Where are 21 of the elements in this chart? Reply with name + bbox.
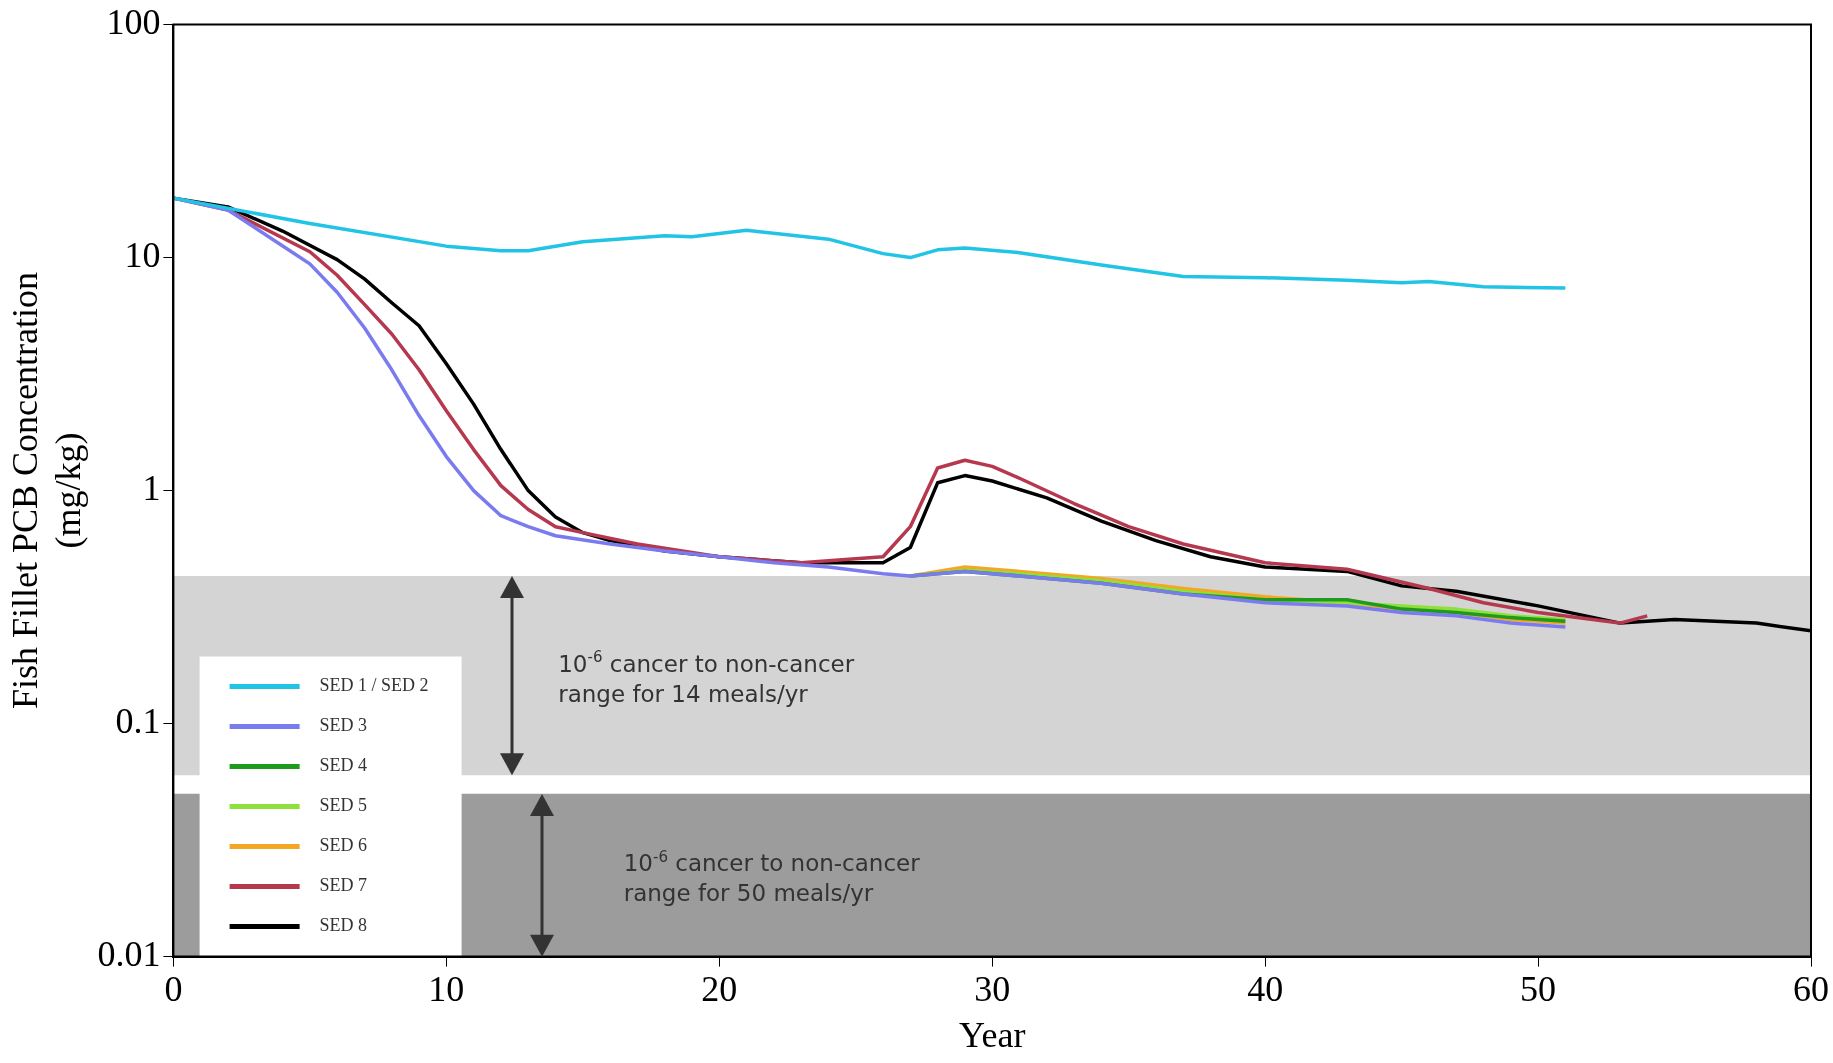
legend-label: SED 1 / SED 2 bbox=[319, 675, 429, 696]
x-axis-title: Year bbox=[959, 1014, 1026, 1055]
y-tick-label: 0.1 bbox=[115, 701, 161, 742]
x-tick-label: 0 bbox=[164, 968, 183, 1009]
legend-label: SED 7 bbox=[319, 875, 368, 896]
y-tick-label: 1 bbox=[142, 468, 161, 509]
legend-label: SED 5 bbox=[319, 795, 368, 816]
y-axis-title: Fish Fillet PCB Concentration (mg/kg) bbox=[5, 272, 89, 710]
legend-label: SED 3 bbox=[319, 715, 368, 736]
x-tick-label: 60 bbox=[1793, 968, 1829, 1009]
x-tick-label: 30 bbox=[974, 968, 1011, 1009]
y-tick-label: 10 bbox=[124, 235, 161, 276]
x-tick-label: 50 bbox=[1520, 968, 1557, 1009]
legend-label: SED 6 bbox=[319, 835, 368, 856]
x-tick-label: 10 bbox=[428, 968, 465, 1009]
y-tick-label: 100 bbox=[106, 2, 161, 43]
legend-label: SED 4 bbox=[319, 755, 368, 776]
x-tick-label: 40 bbox=[1247, 968, 1284, 1009]
legend-label: SED 8 bbox=[319, 915, 368, 936]
y-tick-label: 0.01 bbox=[97, 934, 161, 975]
x-tick-label: 20 bbox=[701, 968, 738, 1009]
